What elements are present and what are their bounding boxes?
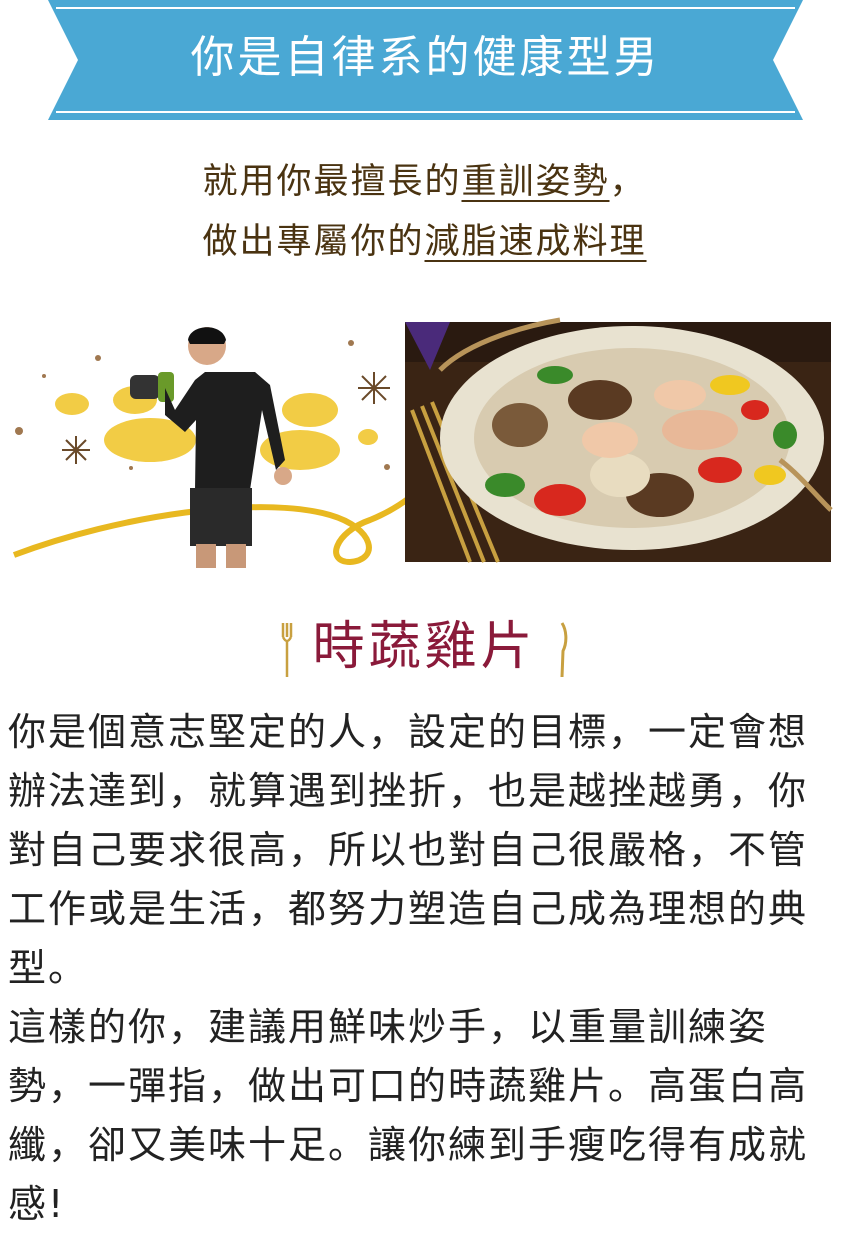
dish-title: 時蔬雞片	[0, 612, 849, 682]
man-with-dumbbell	[130, 327, 292, 568]
subtitle-prefix: 就用你最擅長的	[202, 162, 462, 202]
dish-name: 時蔬雞片	[312, 617, 537, 677]
subtitle-line-1: 就用你最擅長的重訓姿勢，	[0, 157, 849, 207]
subtitle-highlight: 減脂速成料理	[424, 222, 647, 262]
page-title: 你是自律系的健康型男	[190, 32, 661, 83]
dot-decoration	[15, 340, 390, 470]
description-paragraph-1: 你是個意志堅定的人，設定的目標，一定會想辦法達到，就算遇到挫折，也是越挫越勇，你…	[8, 710, 809, 990]
subtitle-highlight: 重訓姿勢	[461, 162, 610, 202]
hero-illustration	[0, 300, 849, 590]
ribbon-shape	[48, 0, 803, 120]
subtitle-prefix: 做出專屬你的	[202, 222, 425, 262]
title-banner: 你是自律系的健康型男	[48, 0, 803, 120]
knife-icon	[560, 622, 567, 678]
sparkle-icon	[62, 372, 390, 464]
description: 你是個意志堅定的人，設定的目標，一定會想辦法達到，就算遇到挫折，也是越挫越勇，你…	[8, 703, 838, 1234]
subtitle-line-2: 做出專屬你的減脂速成料理	[0, 217, 849, 267]
fork-icon	[282, 623, 293, 677]
subtitle-punct: ，	[609, 162, 647, 202]
food-ingredients	[485, 366, 797, 517]
gold-swirl	[12, 477, 433, 566]
description-paragraph-2: 這樣的你，建議用鮮味炒手，以重量訓練姿勢，一彈指，做出可口的時蔬雞片。高蛋白高纖…	[8, 1005, 809, 1226]
dish-photo	[405, 317, 833, 563]
hero-art	[12, 317, 833, 568]
